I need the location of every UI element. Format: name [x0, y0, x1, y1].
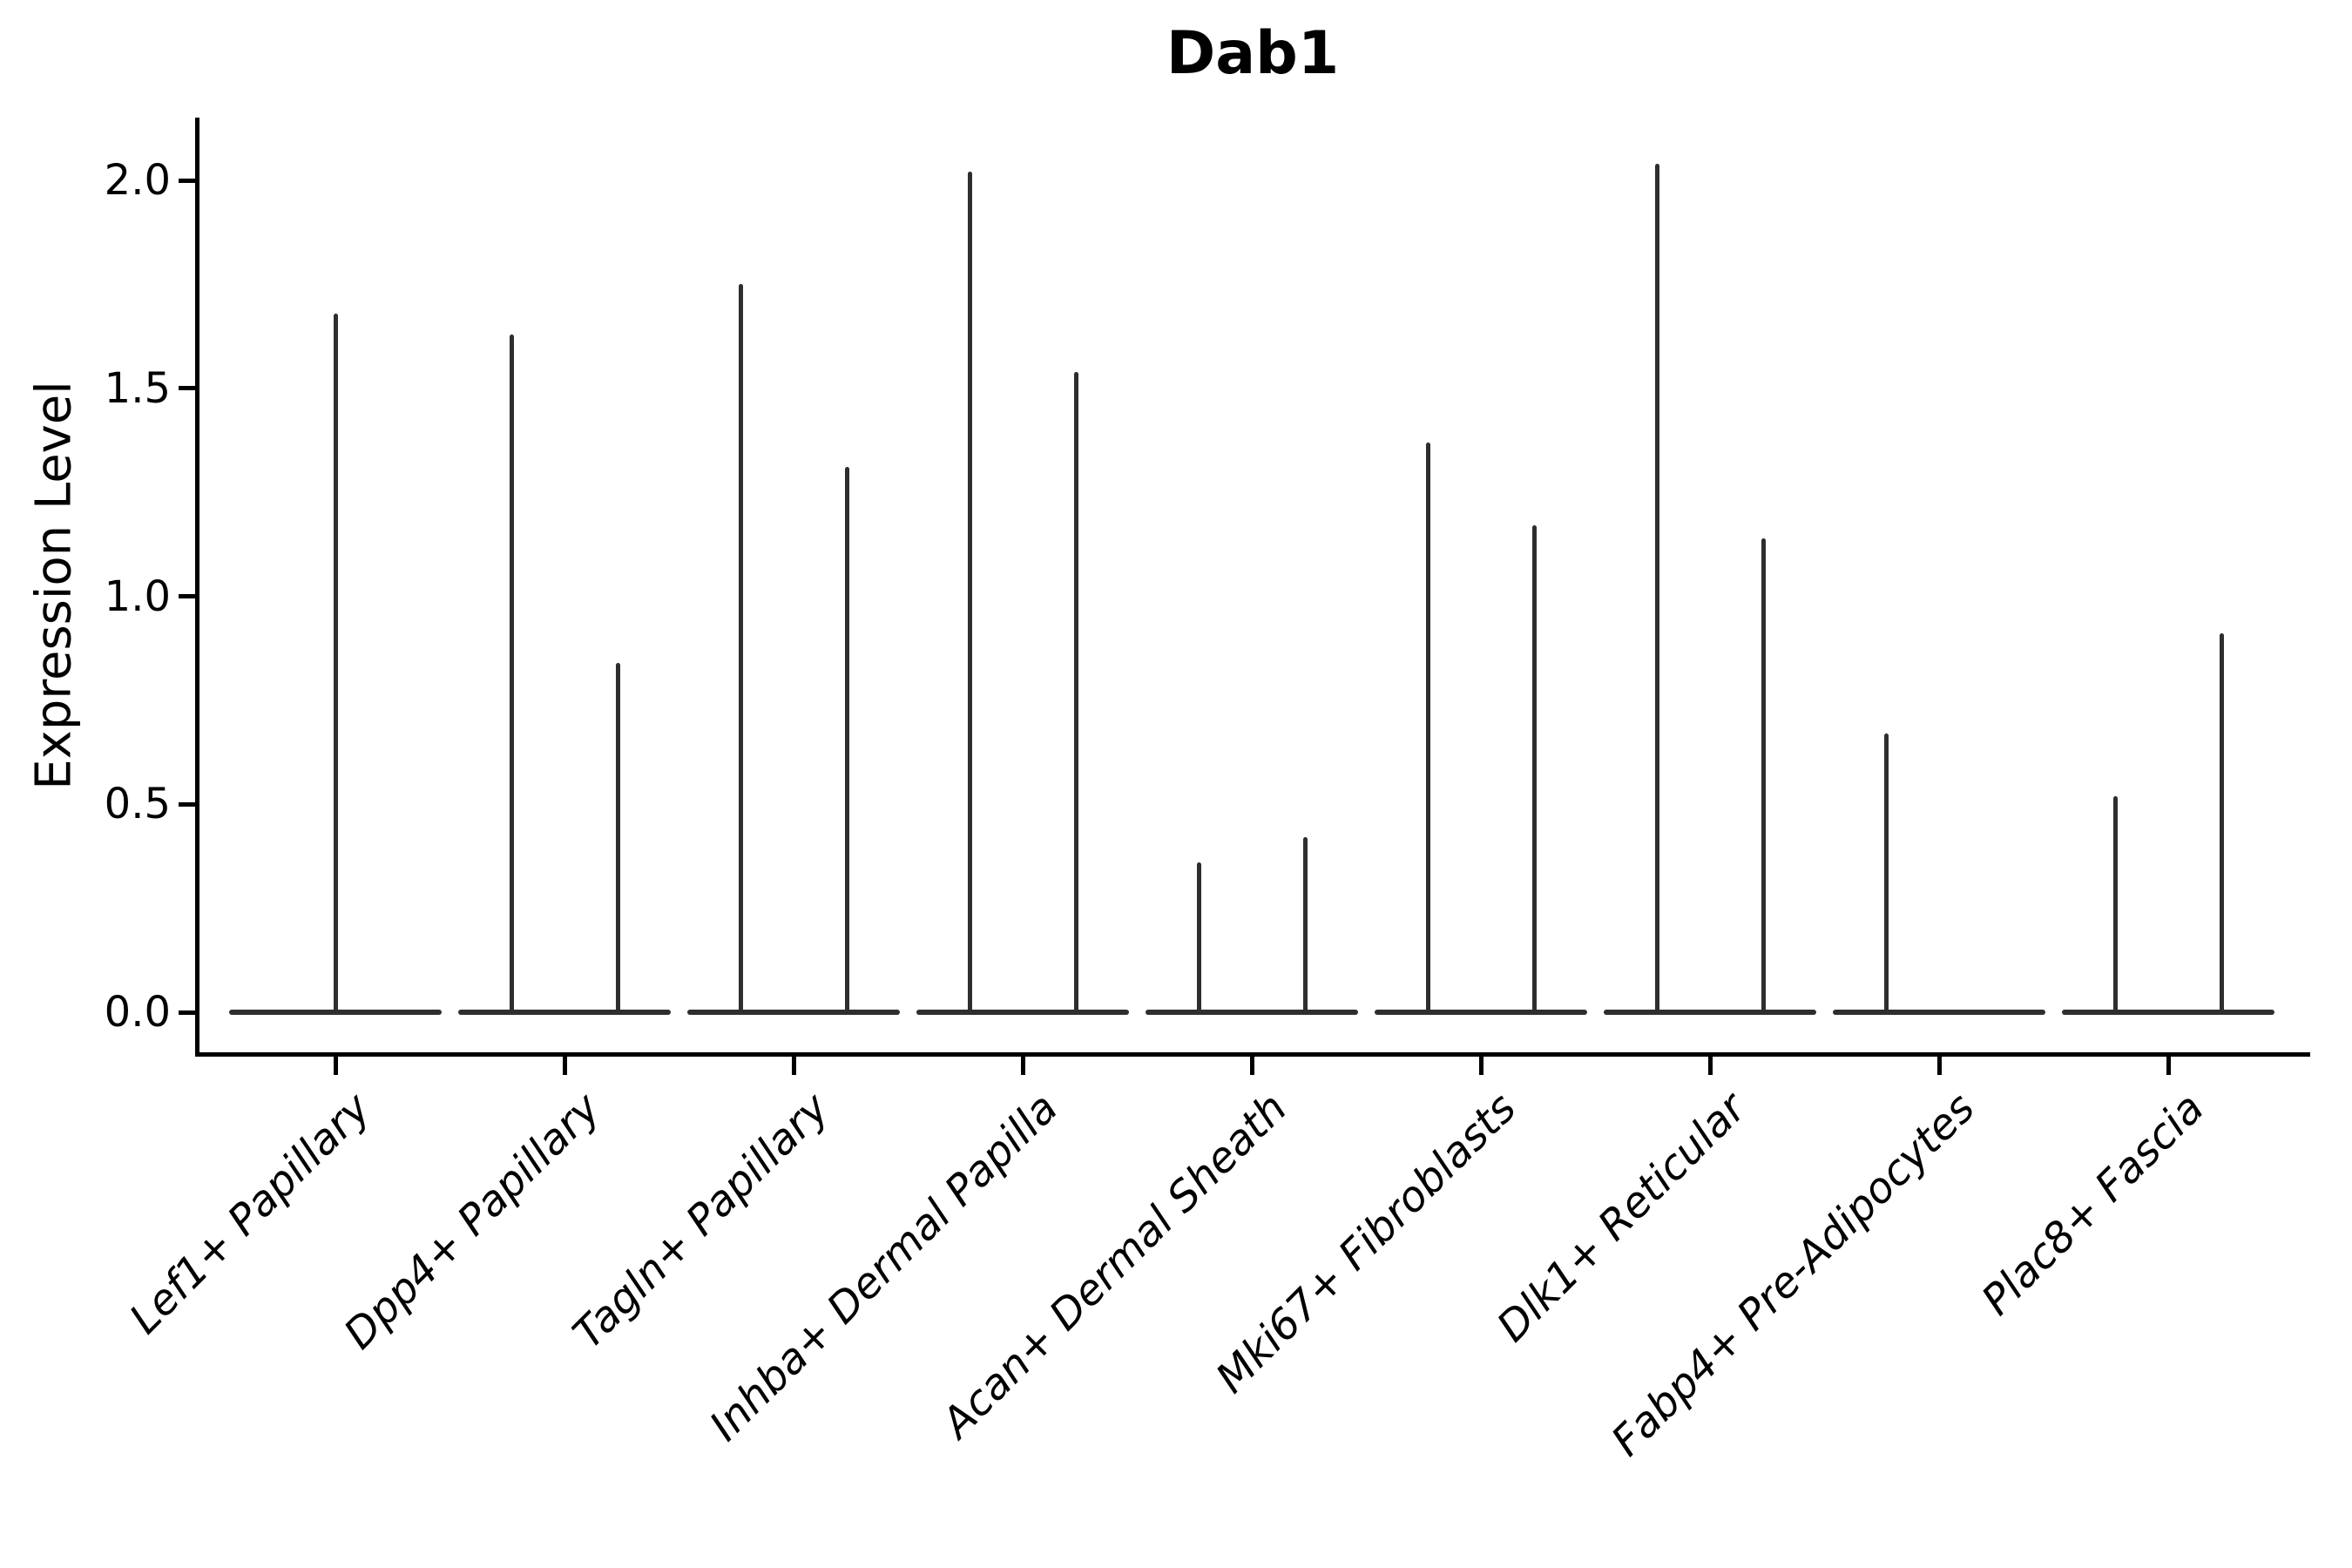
- y-tick-mark: [179, 178, 198, 183]
- violin-spike: [1425, 442, 1430, 1012]
- x-tick-label: Dpp4+ Papillary: [335, 1084, 610, 1359]
- violin-baseline: [1375, 1010, 1587, 1015]
- violin-baseline: [458, 1010, 671, 1015]
- violin-baseline: [916, 1010, 1129, 1015]
- violin-spike: [1196, 862, 1201, 1012]
- violin-baseline: [1833, 1010, 2045, 1015]
- violin-spike: [1302, 837, 1308, 1012]
- violin-spike: [738, 284, 743, 1012]
- violin-spike: [967, 172, 972, 1012]
- x-tick-label: Fabp4+ Pre-Adipocytes: [1602, 1084, 1984, 1466]
- violin-spike: [333, 313, 338, 1012]
- y-tick-label: 0.5: [104, 780, 171, 829]
- violin-baseline: [1604, 1010, 1816, 1015]
- violin-baseline: [2062, 1010, 2274, 1015]
- violin-spike: [844, 467, 849, 1012]
- x-tick-mark: [1249, 1054, 1254, 1075]
- violin-spike: [1073, 371, 1078, 1012]
- x-tick-label: Dlk1+ Reticular: [1487, 1084, 1755, 1352]
- y-tick-mark: [179, 386, 198, 391]
- x-tick-mark: [1936, 1054, 1942, 1075]
- violin-spike: [2112, 795, 2118, 1012]
- y-tick-mark: [179, 801, 198, 807]
- violin-spike: [1883, 733, 1889, 1012]
- x-tick-mark: [2166, 1054, 2171, 1075]
- y-tick-label: 1.0: [104, 571, 171, 621]
- y-tick-mark: [179, 594, 198, 598]
- violin-spike: [509, 334, 514, 1012]
- x-tick-label: Plac8+ Fascia: [1971, 1084, 2213, 1325]
- violin-spike: [1531, 525, 1537, 1012]
- chart-title: Dab1: [1166, 19, 1340, 88]
- x-tick-mark: [1707, 1054, 1713, 1075]
- x-tick-label: Tagln+ Papillary: [564, 1084, 839, 1359]
- x-tick-label: Lef1+ Papillary: [120, 1084, 381, 1344]
- x-tick-mark: [1478, 1054, 1484, 1075]
- violin-spike: [1761, 537, 1766, 1012]
- x-tick-mark: [333, 1054, 338, 1075]
- x-tick-mark: [1020, 1054, 1025, 1075]
- y-tick-label: 1.5: [104, 363, 171, 413]
- violin-baseline: [1146, 1010, 1358, 1015]
- x-tick-mark: [562, 1054, 567, 1075]
- y-tick-label: 0.0: [104, 988, 171, 1037]
- violin-baseline: [229, 1010, 442, 1015]
- y-tick-label: 2.0: [104, 156, 171, 205]
- y-tick-mark: [179, 1010, 198, 1015]
- violin-baseline: [687, 1010, 900, 1015]
- y-axis-spine: [195, 118, 199, 1057]
- violin-spike: [1654, 163, 1659, 1012]
- x-tick-mark: [791, 1054, 796, 1075]
- violin-spike: [2219, 633, 2224, 1012]
- violin-spike: [615, 662, 620, 1012]
